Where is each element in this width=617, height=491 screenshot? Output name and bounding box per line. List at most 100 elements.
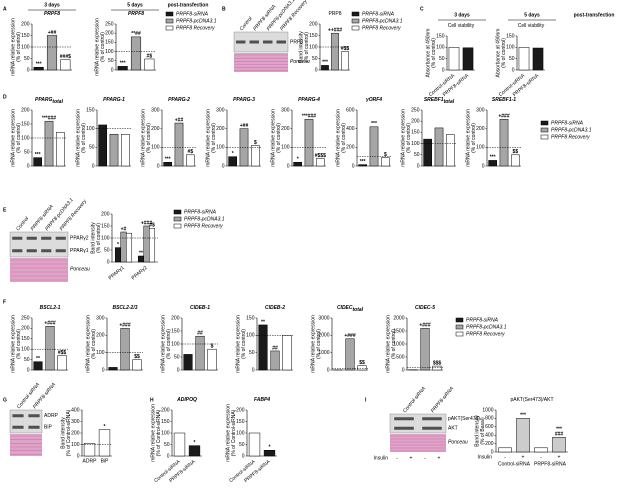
legend-label: PRPF8 Recovery [184, 223, 223, 229]
chart-title-sub: total [444, 99, 455, 105]
legend-swatch [166, 12, 173, 16]
bar [145, 59, 155, 70]
chart-title: γORF4 [366, 97, 382, 103]
chart-title-text: CIDEC-5 [415, 305, 435, 311]
bar [56, 132, 64, 166]
significance-label: ++### [328, 28, 342, 34]
chart-title-text: γORF4 [366, 97, 382, 103]
legend-label: PRPF8-siRNA [362, 11, 395, 17]
significance-label: * [269, 445, 271, 451]
chart-title-text: PPARG-2 [168, 97, 190, 103]
blot-band [394, 427, 414, 430]
header: 3 days [454, 12, 470, 18]
y-tick-label: 50 [174, 354, 180, 360]
y-tick-label: 300 [151, 107, 160, 113]
y-tick-label: 0 [512, 67, 515, 73]
bar [433, 366, 442, 370]
legend-swatch [541, 135, 548, 139]
bar [175, 123, 183, 166]
legend-swatch [174, 210, 181, 214]
row-value: + [410, 455, 413, 461]
chart-title: PRP8 [328, 11, 341, 17]
blot-band [27, 237, 37, 240]
bar [34, 362, 43, 370]
bar [316, 159, 324, 166]
bar [341, 52, 348, 70]
significance-label: #$$ [58, 350, 67, 356]
bar [424, 139, 432, 166]
y-tick-label: 200 [21, 107, 30, 113]
legend-swatch [166, 19, 173, 23]
y-tick-label: 0 [27, 367, 30, 373]
blot-band [12, 426, 23, 429]
legend-swatch [166, 26, 173, 30]
band-label: AKT [448, 426, 458, 432]
blot-band [41, 249, 51, 252]
chart-title: PPARG-2 [168, 97, 190, 103]
y-tick-label: 200 [216, 126, 225, 132]
chart-title: PPARG-3 [233, 97, 255, 103]
significance-label: *** [322, 60, 328, 66]
y-tick-label: 150 [309, 33, 318, 39]
blot-band [250, 41, 259, 44]
y-tick-label: 100 [161, 430, 170, 436]
y-tick-label: 50 [24, 56, 30, 62]
y-tick-label: 600 [346, 107, 355, 113]
header: 5 days [524, 12, 540, 18]
blot-band [56, 249, 66, 252]
legend-swatch [174, 224, 181, 228]
significance-label: ***### [42, 116, 56, 122]
chart-title-text: CIDEB-2 [265, 305, 285, 311]
legend-swatch [352, 26, 359, 30]
blot-band [27, 249, 37, 252]
band-label: PPARγ2 [70, 236, 89, 242]
bar [421, 328, 430, 370]
y-tick-label: 200 [151, 126, 160, 132]
y-axis-label: (% of control) [501, 38, 507, 68]
chart-title-text: Cell viability [518, 23, 545, 29]
bar [264, 450, 275, 456]
legend-label: PRPF8 Recovery [176, 25, 215, 31]
y-tick-label: 100 [506, 45, 515, 51]
bar [370, 127, 378, 166]
legend-swatch [541, 121, 548, 125]
x-tick-label: - [504, 454, 506, 460]
legend-label: PRPF8-pcDNA3.1 [184, 216, 225, 222]
bar [251, 145, 259, 166]
y-tick-label: 250 [411, 107, 420, 113]
lane-label: Control [239, 15, 255, 32]
significance-label: * [104, 424, 106, 430]
y-tick-label: 50 [104, 247, 110, 253]
y-tick-label: 200 [71, 430, 80, 436]
chart-title-text: PPARG-3 [233, 97, 255, 103]
blot-band [394, 417, 414, 420]
bar [84, 443, 95, 456]
ponceau-label: Ponceau [448, 439, 468, 445]
legend-swatch [456, 318, 463, 322]
bar [358, 366, 367, 370]
significance-label: ## [272, 345, 278, 351]
significance-label: *** [35, 152, 41, 158]
significance-label: ** [36, 356, 40, 362]
bar [99, 125, 107, 166]
y-tick-label: 100 [21, 347, 30, 353]
y-tick-label: 1500 [393, 328, 404, 334]
chart-title: PPARGtotal [35, 97, 64, 105]
significance-label: *** [165, 157, 171, 163]
ponceau-stain [10, 258, 68, 282]
y-tick-label: 200 [476, 126, 485, 132]
chart-title-text: PRPF8 [44, 11, 60, 17]
chart-title-text: Cell viability [448, 23, 475, 29]
chart-title: CIDEC-5 [415, 305, 435, 311]
legend-swatch [352, 12, 359, 16]
significance-label: ** [139, 250, 143, 256]
y-tick-label: 0 [417, 163, 420, 169]
blot-band [263, 41, 272, 44]
lane-label: Control-siRNA [402, 385, 428, 414]
bar [184, 354, 193, 370]
ponceau-stain [10, 434, 42, 456]
significance-label: *** [120, 61, 126, 67]
significance-label: +### [119, 323, 130, 329]
y-tick-label: 50 [414, 152, 420, 158]
